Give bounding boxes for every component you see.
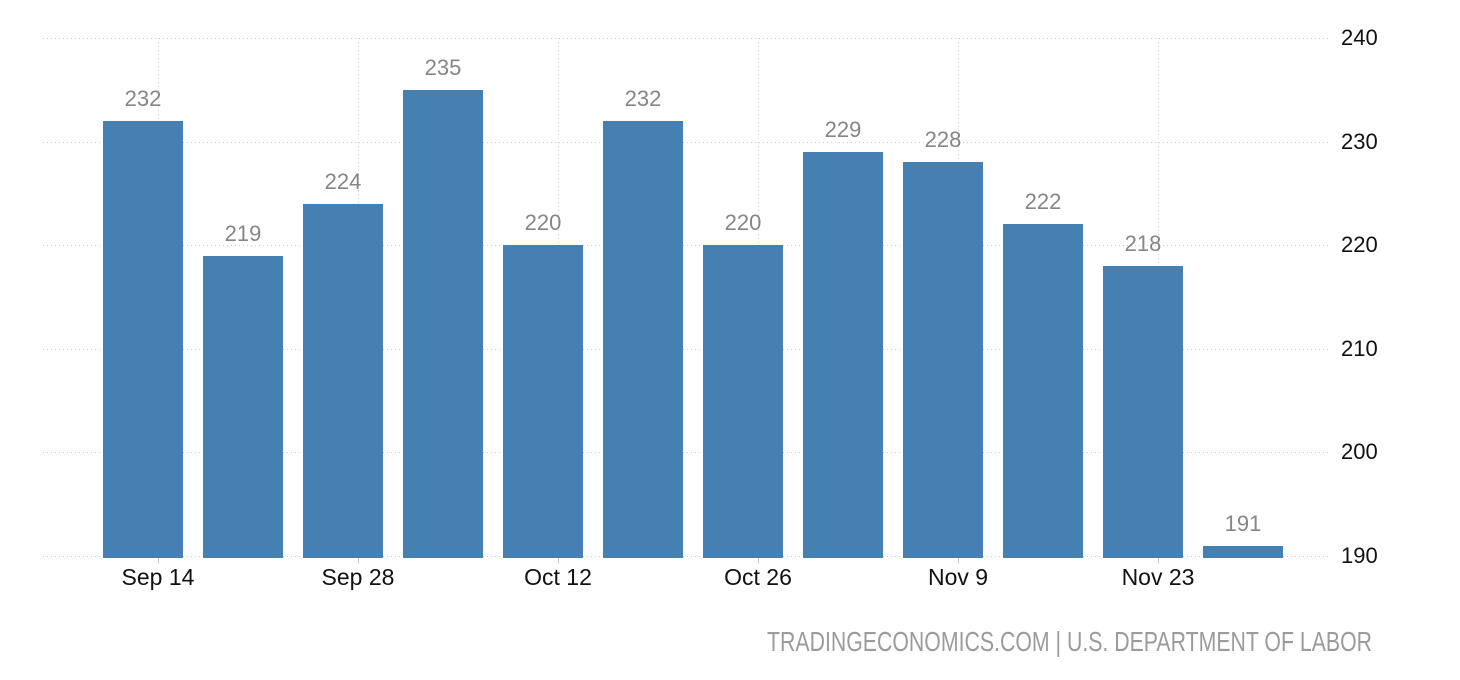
bar[interactable] [903,162,983,558]
bar-value-label: 219 [224,220,262,246]
x-axis-tick-label: Oct 26 [724,564,792,590]
x-axis-tick-label: Sep 14 [121,564,195,590]
x-axis-tick [558,557,559,563]
x-axis-tick-label: Nov 23 [1121,564,1195,590]
bar-value-label: 220 [524,210,562,236]
bar-value-label: 220 [724,210,762,236]
gridline-horizontal [43,141,1330,143]
y-axis-tick-label: 200 [1341,439,1378,465]
gridline-horizontal [43,245,1330,247]
attribution-text: TRADINGECONOMICS.COM | U.S. DEPARTMENT O… [767,626,1372,657]
y-axis-tick-label: 210 [1341,335,1378,361]
bar[interactable] [803,151,883,558]
gridline-horizontal [43,38,1330,39]
gridline-horizontal [43,348,1330,350]
gridline-horizontal [43,452,1330,454]
bar-value-label: 218 [1124,230,1162,256]
x-axis-tick [158,557,159,563]
bar[interactable] [1003,224,1083,558]
x-axis-tick [758,557,759,563]
x-axis-tick-label: Nov 9 [927,564,989,590]
bar-value-label: 222 [1024,189,1062,215]
x-axis-tick-label: Sep 28 [321,564,395,590]
bar[interactable] [203,255,283,558]
bar[interactable] [403,89,483,558]
bar[interactable] [103,120,183,558]
x-axis-tick-label: Oct 12 [524,564,592,590]
y-axis-tick-label: 220 [1341,232,1378,258]
y-axis-tick-label: 240 [1341,25,1378,50]
bar[interactable] [703,245,783,558]
bar-value-label: 232 [124,85,162,111]
x-axis-tick [358,557,359,563]
bar[interactable] [303,203,383,558]
bar[interactable] [603,120,683,558]
bar[interactable] [1203,545,1283,558]
bar-value-label: 232 [624,85,662,111]
bar-value-label: 228 [924,127,962,153]
bar-value-label: 224 [324,168,362,194]
y-axis-tick-label: 190 [1341,543,1378,568]
bar[interactable] [1103,265,1183,558]
bar[interactable] [503,245,583,558]
bar-value-label: 229 [824,116,862,142]
bar-value-label: 191 [1224,510,1262,536]
gridline-horizontal [43,556,1330,557]
y-axis-tick-label: 230 [1341,128,1378,154]
x-axis-tick [1158,557,1159,563]
x-axis-tick [958,557,959,563]
bar-value-label: 235 [424,54,462,80]
